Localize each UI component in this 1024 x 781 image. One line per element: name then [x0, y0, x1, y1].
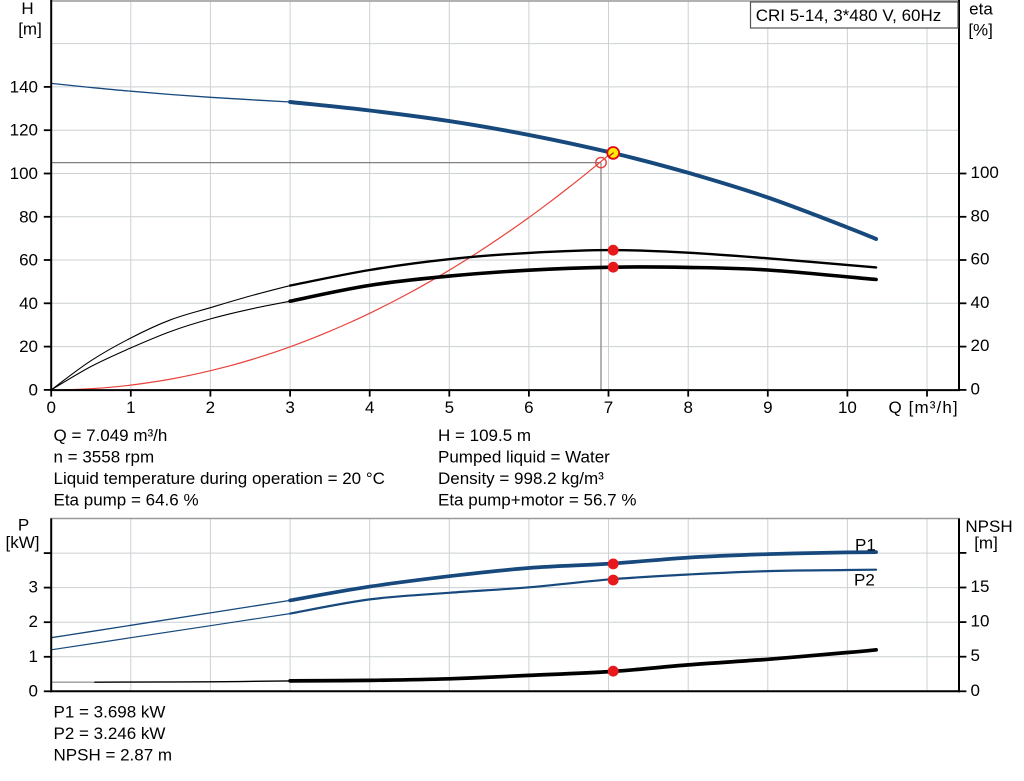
svg-text:1: 1: [29, 647, 38, 666]
svg-text:8: 8: [683, 398, 692, 417]
svg-text:100: 100: [971, 163, 999, 182]
svg-text:20: 20: [19, 337, 38, 356]
svg-text:7: 7: [604, 398, 613, 417]
svg-text:Pumped liquid = Water: Pumped liquid = Water: [438, 448, 610, 467]
svg-text:40: 40: [19, 294, 38, 313]
svg-text:120: 120: [10, 121, 38, 140]
svg-text:2: 2: [206, 398, 215, 417]
svg-text:0: 0: [29, 681, 38, 700]
svg-text:10: 10: [838, 398, 857, 417]
svg-text:20: 20: [971, 336, 990, 355]
svg-text:P2: P2: [854, 571, 875, 590]
svg-text:9: 9: [763, 398, 772, 417]
svg-text:0: 0: [971, 681, 980, 700]
svg-text:[m]: [m]: [18, 20, 42, 39]
svg-text:60: 60: [19, 251, 38, 270]
svg-text:Liquid temperature during oper: Liquid temperature during operation = 20…: [54, 469, 385, 488]
svg-text:H = 109.5 m: H = 109.5 m: [438, 426, 531, 445]
svg-text:[m]: [m]: [974, 534, 998, 553]
svg-text:4: 4: [365, 398, 374, 417]
svg-text:eta: eta: [969, 0, 993, 19]
svg-text:H: H: [21, 0, 33, 18]
svg-text:0: 0: [29, 380, 38, 399]
svg-text:n = 3558 rpm: n = 3558 rpm: [54, 448, 155, 467]
svg-text:10: 10: [971, 612, 990, 631]
svg-text:5: 5: [971, 646, 980, 665]
svg-text:Eta pump = 64.6 %: Eta pump = 64.6 %: [54, 491, 199, 510]
svg-text:[%]: [%]: [968, 20, 993, 39]
svg-text:5: 5: [445, 398, 454, 417]
svg-text:1: 1: [126, 398, 135, 417]
svg-text:P1 = 3.698 kW: P1 = 3.698 kW: [54, 703, 166, 722]
svg-text:CRI 5-14, 3*480 V, 60Hz: CRI 5-14, 3*480 V, 60Hz: [756, 6, 942, 25]
svg-text:[kW]: [kW]: [6, 533, 40, 552]
svg-text:2: 2: [29, 612, 38, 631]
svg-text:140: 140: [10, 77, 38, 96]
svg-text:0: 0: [46, 398, 55, 417]
svg-text:P2 = 3.246 kW: P2 = 3.246 kW: [54, 724, 166, 743]
svg-text:80: 80: [971, 206, 990, 225]
svg-text:Q = 7.049 m³/h: Q = 7.049 m³/h: [54, 426, 168, 445]
svg-text:6: 6: [524, 398, 533, 417]
svg-text:P: P: [18, 516, 29, 535]
svg-text:60: 60: [971, 250, 990, 269]
svg-text:80: 80: [19, 207, 38, 226]
svg-text:Density = 998.2 kg/m³: Density = 998.2 kg/m³: [438, 469, 604, 488]
svg-text:15: 15: [971, 577, 990, 596]
svg-text:100: 100: [10, 164, 38, 183]
svg-text:P1: P1: [855, 536, 876, 555]
svg-text:NPSH: NPSH: [965, 517, 1012, 536]
svg-text:Eta pump+motor = 56.7 %: Eta pump+motor = 56.7 %: [438, 491, 636, 510]
svg-text:Q [m³/h]: Q [m³/h]: [889, 398, 959, 417]
svg-text:3: 3: [29, 578, 38, 597]
svg-text:3: 3: [285, 398, 294, 417]
svg-text:40: 40: [971, 293, 990, 312]
svg-text:0: 0: [971, 379, 980, 398]
svg-text:NPSH = 2.87 m: NPSH = 2.87 m: [54, 746, 173, 765]
